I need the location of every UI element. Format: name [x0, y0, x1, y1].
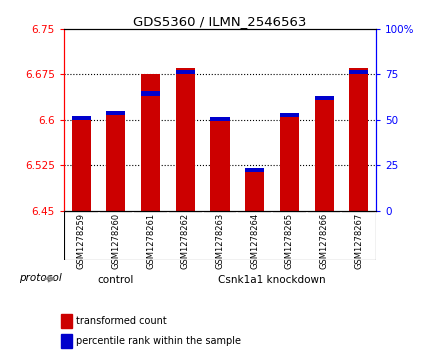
- Text: transformed count: transformed count: [76, 316, 167, 326]
- Text: protocol: protocol: [19, 273, 62, 283]
- Bar: [210, 117, 230, 211]
- Bar: [349, 68, 368, 211]
- Text: Csnk1a1 knockdown: Csnk1a1 knockdown: [218, 274, 326, 285]
- Bar: [315, 96, 334, 101]
- Text: GSM1278263: GSM1278263: [216, 213, 224, 269]
- Text: GSM1278262: GSM1278262: [181, 213, 190, 269]
- Bar: [280, 115, 299, 211]
- Text: GSM1278264: GSM1278264: [250, 213, 259, 269]
- Bar: [72, 115, 91, 120]
- Text: GSM1278265: GSM1278265: [285, 213, 294, 269]
- Text: GSM1278259: GSM1278259: [77, 213, 86, 269]
- Bar: [245, 168, 264, 172]
- Text: percentile rank within the sample: percentile rank within the sample: [76, 336, 241, 346]
- Bar: [280, 113, 299, 117]
- Text: control: control: [98, 274, 134, 285]
- Bar: [141, 91, 160, 95]
- Title: GDS5360 / ILMN_2546563: GDS5360 / ILMN_2546563: [133, 15, 307, 28]
- Bar: [141, 74, 160, 211]
- Bar: [349, 70, 368, 74]
- Bar: [61, 334, 72, 348]
- Text: GSM1278267: GSM1278267: [354, 213, 363, 269]
- Bar: [315, 99, 334, 211]
- Bar: [72, 117, 91, 211]
- Bar: [176, 70, 195, 74]
- Bar: [245, 171, 264, 211]
- Bar: [106, 111, 125, 115]
- Bar: [176, 68, 195, 211]
- Text: GSM1278266: GSM1278266: [319, 213, 329, 269]
- Text: GSM1278260: GSM1278260: [111, 213, 121, 269]
- Bar: [106, 114, 125, 211]
- Bar: [61, 314, 72, 328]
- Bar: [210, 117, 230, 121]
- Text: GSM1278261: GSM1278261: [146, 213, 155, 269]
